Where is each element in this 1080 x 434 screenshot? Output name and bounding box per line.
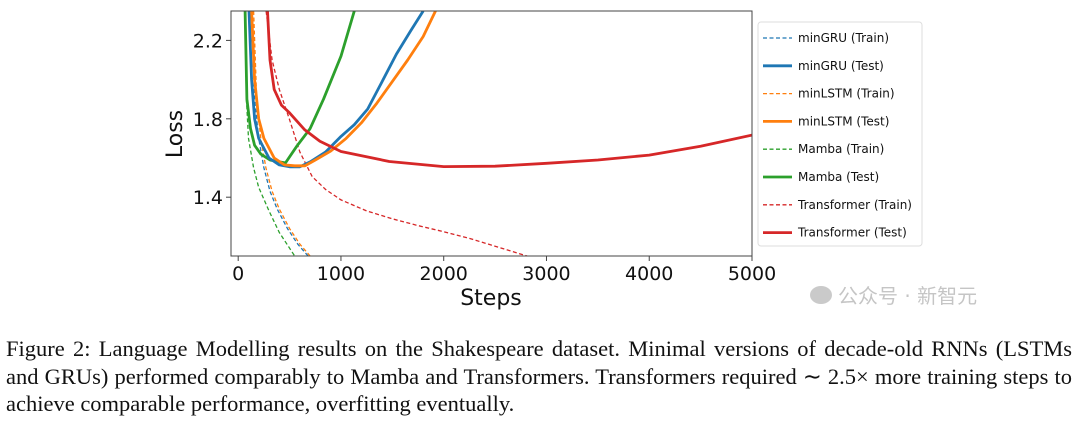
watermark: 公众号 · 新智元 — [810, 280, 977, 309]
x-tick-label: 3000 — [522, 263, 570, 285]
legend: minGRU (Train) minGRU (Test) minLSTM (Trai… — [757, 21, 923, 247]
y-tick-label: 2.2 — [193, 30, 223, 52]
x-tick-label: 4000 — [625, 263, 673, 285]
series-line-mingru-train — [250, 11, 309, 256]
y-tick-label: 1.4 — [193, 187, 223, 209]
series-line-minlstm-test — [250, 11, 437, 168]
legend-label: minGRU (Test) — [798, 59, 884, 73]
wechat-icon — [810, 285, 832, 304]
axis-ticks: 0 1000 2000 3000 4000 5000 1.4 1.8 2.2 — [193, 30, 776, 285]
series-line-transformer-train — [265, 11, 528, 256]
x-tick-label: 5000 — [728, 263, 776, 285]
x-tick-label: 1000 — [317, 263, 365, 285]
y-tick-label: 1.8 — [193, 109, 223, 131]
y-axis-label: Loss — [163, 110, 188, 158]
legend-label: minLSTM (Train) — [798, 87, 895, 101]
legend-label: Mamba (Test) — [798, 170, 879, 184]
x-tick-label: 0 — [232, 263, 244, 285]
series-line-transformer-test — [266, 11, 752, 169]
figure-caption: Figure 2: Language Modelling results on … — [6, 336, 1072, 416]
plot-lines — [243, 11, 752, 256]
x-tick-label: 2000 — [420, 263, 468, 285]
watermark-text: 公众号 · 新智元 — [838, 284, 978, 308]
legend-label: Transformer (Test) — [797, 226, 907, 240]
legend-label: Mamba (Train) — [798, 142, 884, 156]
x-axis-label: Steps — [460, 286, 522, 311]
loss-chart: 0 1000 2000 3000 4000 5000 1.4 1.8 2.2 Steps Los… — [163, 10, 923, 311]
legend-label: minLSTM (Test) — [798, 114, 889, 128]
legend-label: minGRU (Train) — [798, 31, 889, 45]
legend-label: Transformer (Train) — [797, 198, 912, 212]
plot-frame — [230, 10, 753, 257]
legend-box — [757, 21, 923, 247]
